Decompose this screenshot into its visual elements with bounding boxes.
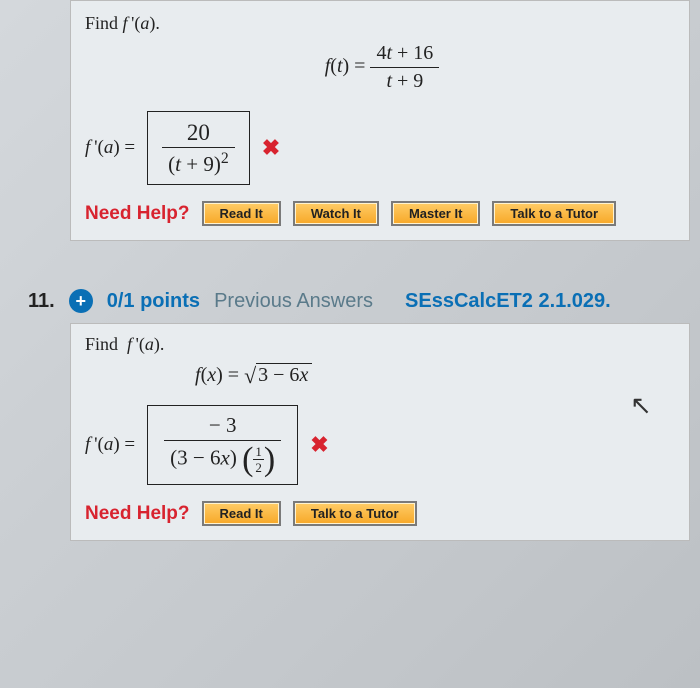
help-row: Need Help? Read It Watch It Master It Ta… [85, 201, 679, 230]
answer-lhs: f '(a) = [85, 137, 135, 159]
master-it-button[interactable]: Master It [391, 201, 480, 226]
func-lhs: f(x) = [195, 364, 244, 386]
question-11-header: 11. + 0/1 points Previous Answers SEssCa… [28, 289, 700, 313]
expand-icon[interactable]: + [69, 289, 93, 313]
watch-it-button[interactable]: Watch It [293, 201, 379, 226]
function-fraction: 4t + 16 t + 9 [370, 42, 439, 93]
exp-num: 1 [253, 445, 264, 460]
function-definition: f(x) = √ 3 − 6x [85, 363, 679, 387]
numerator: 4t + 16 [370, 42, 439, 68]
prompt: Find f '(a). [85, 13, 679, 34]
num-value: 3 [226, 413, 237, 437]
help-row: Need Help? Read It Talk to a Tutor [85, 501, 679, 530]
answer-row: f '(a) = − 3 (3 − 6x) (12) ✖ [85, 405, 679, 485]
answer-fraction: − 3 (3 − 6x) (12) [164, 414, 281, 474]
sqrt: √ 3 − 6x [244, 363, 312, 387]
den-base: (3 − 6x) [170, 446, 237, 470]
answer-box[interactable]: − 3 (3 − 6x) (12) [147, 405, 298, 485]
denominator: t + 9 [370, 68, 439, 93]
mouse-cursor-icon: ↖ [630, 390, 652, 421]
problem-source: SEssCalcET2 2.1.029. [405, 290, 611, 313]
radical-icon: √ [244, 365, 256, 389]
answer-box[interactable]: 20 (t + 9)2 [147, 111, 250, 185]
need-help-label: Need Help? [85, 203, 190, 225]
talk-to-tutor-button[interactable]: Talk to a Tutor [492, 201, 616, 226]
read-it-button[interactable]: Read It [202, 201, 281, 226]
exp-den: 2 [253, 460, 264, 474]
answer-fraction: 20 (t + 9)2 [162, 120, 235, 176]
prompt: Find f '(a). [85, 334, 679, 355]
answer-row: f '(a) = 20 (t + 9)2 ✖ [85, 111, 679, 185]
question-number: 11. [28, 290, 55, 313]
incorrect-icon: ✖ [310, 432, 328, 458]
func-lhs: f(t) = [325, 55, 371, 77]
problem-10-panel: Find f '(a). f(t) = 4t + 16 t + 9 f '(a)… [70, 0, 690, 241]
points-label: 0/1 points [107, 290, 200, 313]
exponent-fraction: 12 [253, 445, 264, 474]
need-help-label: Need Help? [85, 503, 190, 525]
previous-answers-link[interactable]: Previous Answers [214, 290, 373, 313]
sqrt-body: 3 − 6x [256, 363, 312, 387]
open-paren: ( [242, 441, 253, 478]
close-paren: ) [264, 441, 275, 478]
incorrect-icon: ✖ [262, 135, 280, 161]
answer-num: − 3 [164, 414, 281, 441]
answer-den: (3 − 6x) (12) [164, 441, 281, 474]
problem-11-panel: Find f '(a). f(x) = √ 3 − 6x f '(a) = − … [70, 323, 690, 541]
talk-to-tutor-button[interactable]: Talk to a Tutor [293, 501, 417, 526]
read-it-button[interactable]: Read It [202, 501, 281, 526]
answer-num: 20 [162, 120, 235, 148]
answer-den: (t + 9)2 [162, 148, 235, 176]
answer-lhs: f '(a) = [85, 434, 135, 456]
function-definition: f(t) = 4t + 16 t + 9 [85, 42, 679, 93]
